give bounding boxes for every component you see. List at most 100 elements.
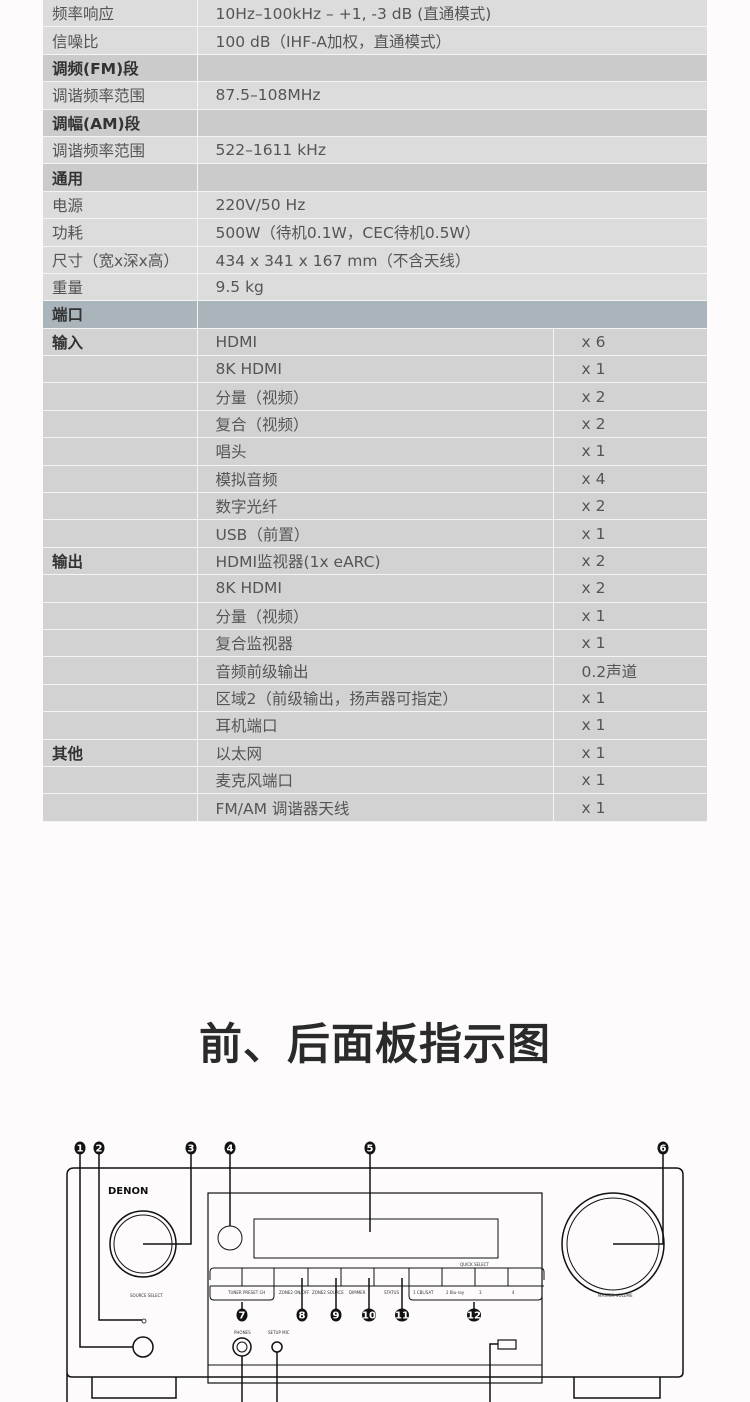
port-name: FM/AM 调谐器天线 [196,793,553,822]
port-count: x 2 [552,382,707,411]
ir-sensor [217,1225,243,1251]
port-name: 分量（视频） [196,602,553,630]
spec-label: 尺寸（宽x深x高） [43,246,197,274]
foot-left [91,1377,177,1399]
port-group [43,382,197,411]
spec-row: 频率响应 10Hz–100kHz – +1, -3 dB (直通模式) [43,0,707,28]
spec-row: 电源 220V/50 Hz [43,191,707,220]
port-name: 复合监视器 [196,629,553,658]
callout-5: 5 [364,1141,376,1155]
spec-label: 信噪比 [43,26,197,55]
spec-label: 调谐频率范围 [43,81,197,110]
section-title: 前、后面板指示图 [199,1020,551,1070]
spec-value [196,54,707,83]
port-group [43,574,197,603]
port-name: 以太网 [196,739,553,767]
spec-value: 9.5 kg [196,273,707,302]
power-button [132,1336,154,1358]
ports-header: 端口 [43,300,197,329]
port-row: 输出 HDMI监视器(1x eARC) x 2 [43,547,707,576]
callout-number: 9 [333,1311,340,1322]
foot-right [573,1377,661,1399]
callout-11: 11 [395,1308,409,1322]
port-row: 输入 HDMI x 6 [43,328,707,357]
callout-number: 6 [660,1144,667,1155]
callout-7: 7 [236,1308,248,1322]
spec-row: 尺寸（宽x深x高） 434 x 341 x 167 mm（不含天线） [43,246,707,274]
spec-value: 434 x 341 x 167 mm（不含天线） [196,246,707,274]
port-name: 唱头 [196,437,553,466]
port-row: 麦克风端口 x 1 [43,766,707,795]
port-count: x 1 [552,711,707,740]
port-row: 分量（视频） x 1 [43,602,707,630]
brand-logo: DENON [108,1186,148,1197]
callout-2: 2 [93,1141,105,1155]
port-count: x 6 [552,328,707,357]
label-status: STATUS [384,1290,399,1295]
port-count: x 2 [552,574,707,603]
port-count: 0.2声道 [552,656,707,685]
label-dimmer: DIMMER [349,1290,366,1295]
port-group: 输出 [43,547,197,576]
spec-table: 频率响应 10Hz–100kHz – +1, -3 dB (直通模式) 信噪比 100… [43,0,707,822]
port-group: 其他 [43,739,197,767]
port-name: 区域2（前级输出，扬声器可指定） [196,684,553,713]
port-group [43,766,197,795]
callout-4: 4 [224,1141,236,1155]
spec-row: 调谐频率范围 522–1611 kHz [43,136,707,165]
label-quick-select: QUICK SELECT [460,1262,490,1267]
port-name: 复合（视频） [196,410,553,439]
port-name: 分量（视频） [196,382,553,411]
port-row: 复合（视频） x 2 [43,410,707,439]
port-count: x 1 [552,437,707,466]
label-qs3: 3 [479,1290,482,1295]
port-group [43,437,197,466]
port-group [43,519,197,548]
port-row: 耳机端口 x 1 [43,711,707,740]
port-name: HDMI [196,328,553,357]
callout-number: 1 [77,1144,84,1155]
callout-9: 9 [330,1308,342,1322]
port-row: 数字光纤 x 2 [43,492,707,521]
callout-number: 3 [188,1144,195,1155]
callout-1: 1 [74,1141,86,1155]
port-row: USB（前置） x 1 [43,519,707,548]
spec-value: 87.5–108MHz [196,81,707,110]
port-count: x 2 [552,547,707,576]
spec-value [196,109,707,137]
section-row: 调幅(AM)段 [43,109,707,137]
port-group [43,410,197,439]
callout-6: 6 [657,1141,669,1155]
port-name: 麦克风端口 [196,766,553,795]
port-group [43,602,197,630]
ports-header-row: 端口 [43,300,707,329]
callout-number: 5 [367,1144,374,1155]
spec-label: 电源 [43,191,197,220]
spec-value: 500W（待机0.1W，CEC待机0.5W） [196,218,707,247]
label-qs1: 1 CBL/SAT [413,1290,434,1295]
port-group [43,793,197,822]
port-count: x 1 [552,793,707,822]
port-count: x 1 [552,519,707,548]
chassis-outline [66,1167,684,1402]
port-count: x 2 [552,410,707,439]
port-row: FM/AM 调谐器天线 x 1 [43,793,707,822]
spec-row: 信噪比 100 dB（IHF-A加权，直通模式） [43,26,707,55]
usb-port [497,1339,517,1350]
label-setup-mic: SETUP MIC [268,1330,290,1335]
callout-3: 3 [185,1141,197,1155]
label-zone2-onoff: ZONE2 ON/OFF [279,1290,310,1295]
spec-label: 功耗 [43,218,197,247]
port-name: 音频前级输出 [196,656,553,685]
port-group [43,465,197,494]
port-count: x 4 [552,465,707,494]
spec-label: 通用 [43,163,197,192]
port-group [43,492,197,521]
port-name: 数字光纤 [196,492,553,521]
port-group [43,629,197,658]
spec-row: 调谐频率范围 87.5–108MHz [43,81,707,110]
port-count: x 1 [552,355,707,384]
port-row: 模拟音频 x 4 [43,465,707,494]
spec-value [196,163,707,192]
port-name: 8K HDMI [196,355,553,384]
